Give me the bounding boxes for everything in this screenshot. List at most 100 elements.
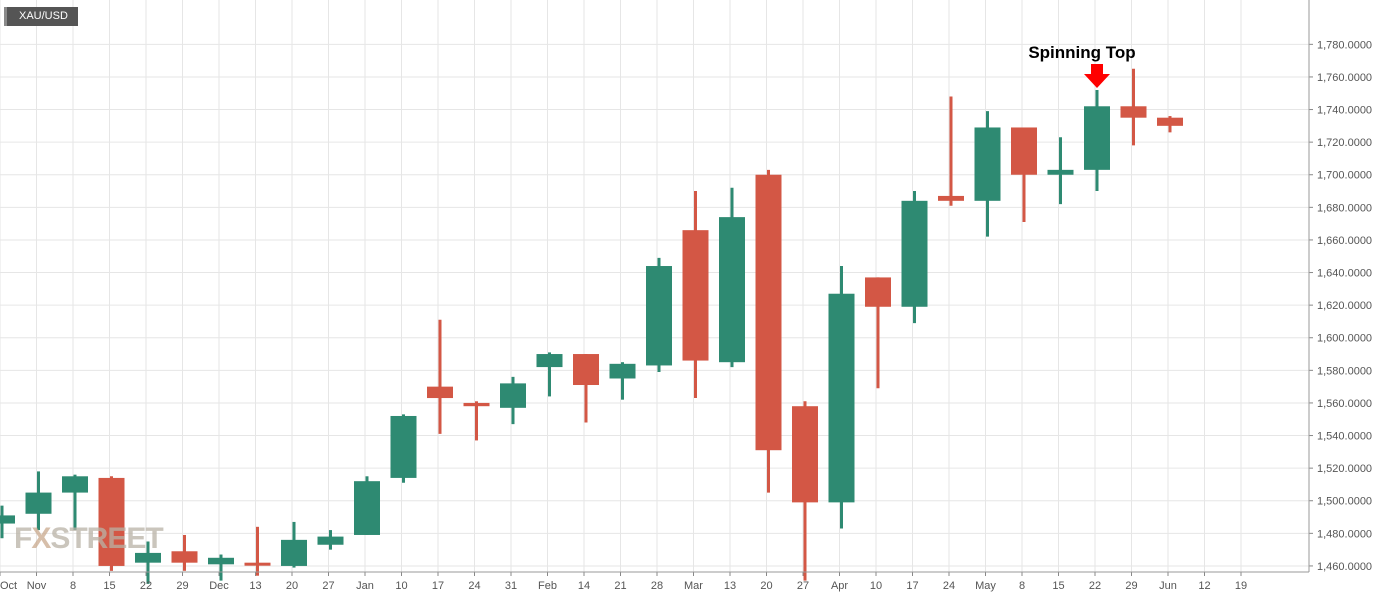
candle-body [62, 476, 88, 493]
candle-body [974, 127, 1001, 201]
x-tick-label: 8 [70, 580, 76, 592]
x-tick-label: Mar [684, 580, 703, 592]
annotation: Spinning Top [1028, 43, 1136, 88]
candle-body [573, 354, 599, 386]
y-tick-label: 1,720.0000 [1317, 137, 1372, 149]
x-tick-label: Jan [356, 580, 374, 592]
x-tick-label: 10 [395, 580, 407, 592]
y-tick-label: 1,700.0000 [1317, 170, 1372, 182]
candle-down [938, 96, 964, 206]
x-tick-label: 31 [505, 580, 517, 592]
candle-up [62, 474, 88, 531]
watermark-suffix: STREET [50, 522, 163, 555]
candle-body [682, 230, 709, 361]
axes: 1,460.0000 1,480.0000 1,500.0000 1,520.0000… [0, 0, 1372, 592]
candle-up [208, 554, 234, 581]
x-tick-label: 27 [797, 580, 809, 592]
candle-up [646, 257, 672, 372]
x-tick-label: 24 [943, 580, 955, 592]
candle-down [427, 319, 453, 434]
x-tick-label: 13 [249, 580, 261, 592]
candle-down [171, 534, 198, 571]
brand-watermark: FXSTREET [14, 522, 164, 556]
candle-up [828, 266, 855, 529]
y-tick-label: 1,520.0000 [1317, 463, 1372, 475]
x-tick-label: May [975, 580, 996, 592]
x-tick-label: 8 [1019, 580, 1025, 592]
x-tick-label: 27 [322, 580, 334, 592]
candle-body [1047, 169, 1074, 175]
candle-down [1157, 116, 1183, 133]
candle-body [135, 552, 161, 563]
candles [0, 68, 1183, 584]
candle-body [1011, 127, 1037, 175]
x-tick-label: 15 [1052, 580, 1064, 592]
x-tick-label: 24 [468, 580, 480, 592]
x-tick-label: 12 [1198, 580, 1210, 592]
candle-down [865, 277, 891, 389]
y-tick-label: 1,500.0000 [1317, 496, 1372, 508]
candle-down [682, 191, 709, 399]
candle-down [792, 401, 818, 581]
watermark-prefix: F [14, 522, 32, 555]
y-tick-label: 1,620.0000 [1317, 300, 1372, 312]
y-tick-label: 1,760.0000 [1317, 72, 1372, 84]
candle-down [463, 401, 490, 441]
candle-body [792, 406, 818, 503]
candle-up [719, 187, 745, 368]
x-tick-label: 21 [614, 580, 626, 592]
x-tick-label: Feb [538, 580, 557, 592]
candle-body [1084, 106, 1110, 170]
candle-body [244, 562, 271, 566]
x-tick-label: 22 [1089, 580, 1101, 592]
candle-up [1084, 89, 1110, 192]
candle-down [1011, 127, 1037, 223]
candle-body [463, 402, 490, 407]
candle-up [974, 111, 1001, 237]
x-tick-label: Dec [209, 580, 229, 592]
y-tick-label: 1,580.0000 [1317, 365, 1372, 377]
x-tick-label: 17 [432, 580, 444, 592]
x-tick-label: 29 [176, 580, 188, 592]
candle-down [755, 169, 782, 493]
candle-body [938, 195, 964, 201]
y-tick-label: 1,680.0000 [1317, 202, 1372, 214]
y-tick-label: 1,540.0000 [1317, 431, 1372, 443]
candle-down [573, 354, 599, 423]
candle-up [354, 476, 380, 535]
candle-body [719, 217, 745, 363]
candle-up [609, 362, 636, 400]
candle-body [171, 551, 198, 563]
candle-body [609, 363, 636, 379]
candle-body [25, 492, 52, 514]
x-tick-label: Jun [1159, 580, 1177, 592]
candle-down [98, 476, 125, 571]
candle-up [135, 541, 161, 584]
x-tick-label: 10 [870, 580, 882, 592]
y-tick-label: 1,560.0000 [1317, 398, 1372, 410]
candle-body [390, 415, 417, 478]
candle-body [0, 515, 15, 524]
candle-body [354, 481, 380, 535]
x-tick-label: 22 [140, 580, 152, 592]
candle-body [98, 477, 125, 566]
y-tick-label: 1,460.0000 [1317, 561, 1372, 573]
y-tick-label: 1,480.0000 [1317, 528, 1372, 540]
y-tick-label: 1,780.0000 [1317, 39, 1372, 51]
candle-body [208, 557, 234, 565]
x-tick-label: 29 [1125, 580, 1137, 592]
candle-body [755, 174, 782, 451]
annotation-label: Spinning Top [1028, 43, 1135, 62]
candle-up [281, 521, 307, 568]
candle-up [1047, 137, 1074, 205]
x-tick-label: 13 [724, 580, 736, 592]
candle-body [646, 266, 672, 366]
x-tick-label: 14 [578, 580, 590, 592]
candle-body [536, 354, 563, 368]
candle-body [281, 539, 307, 566]
candle-up [317, 530, 344, 550]
candle-body [317, 536, 344, 545]
candle-up [25, 471, 52, 531]
